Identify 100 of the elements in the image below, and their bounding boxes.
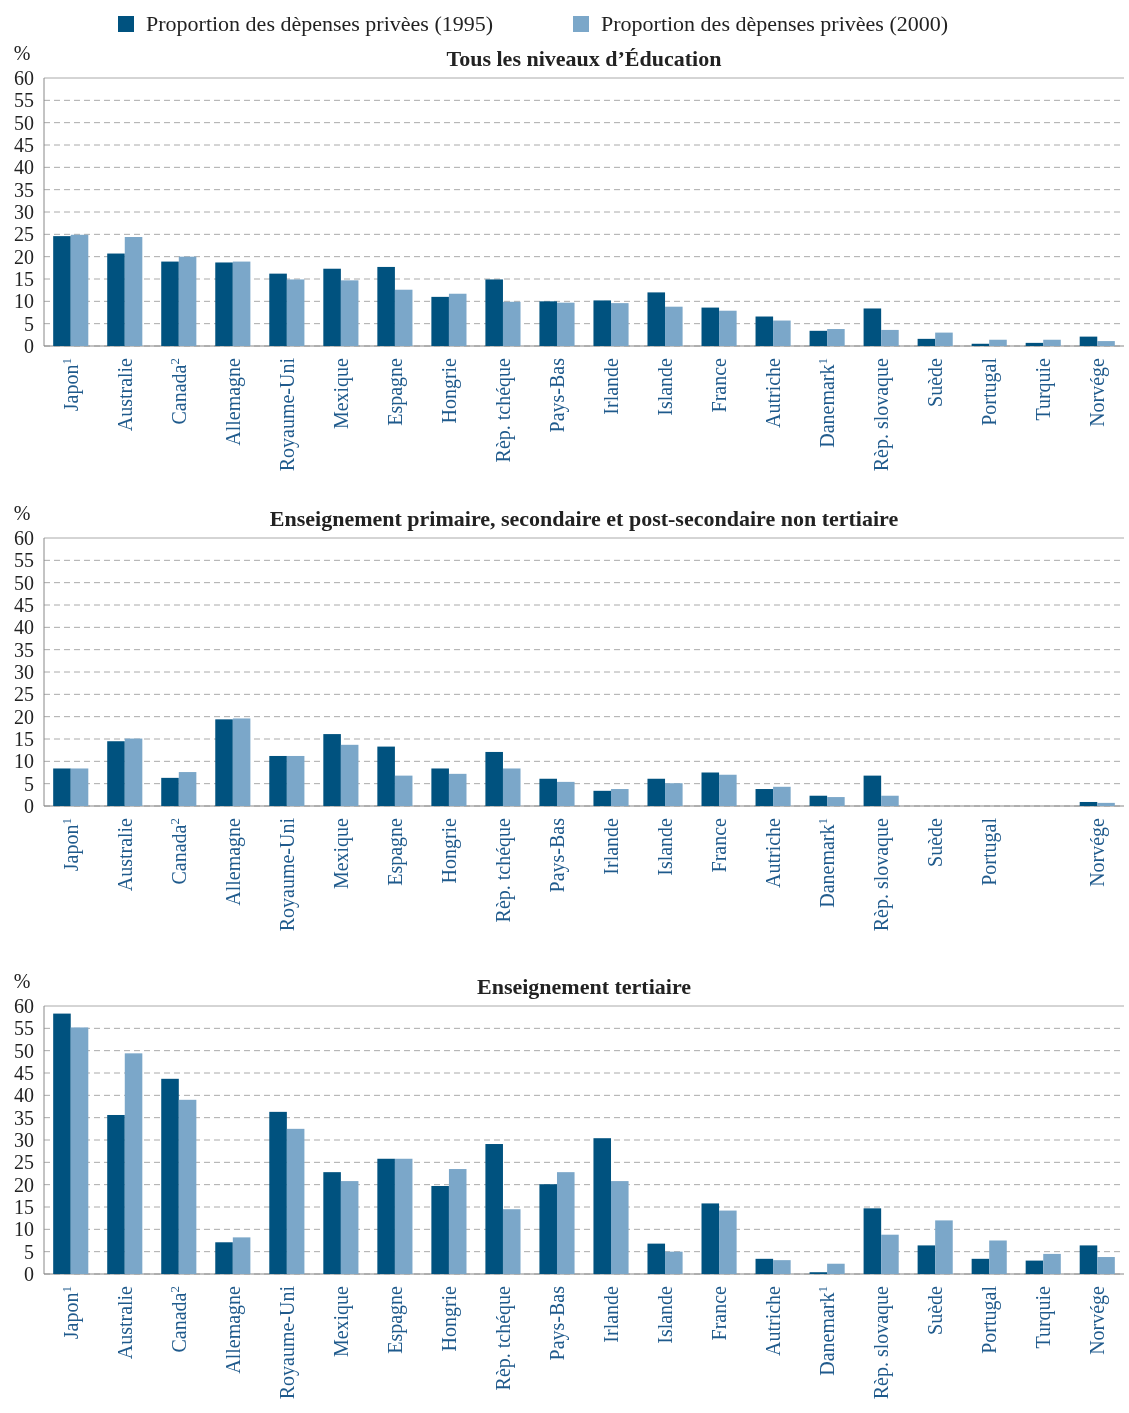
bar xyxy=(701,772,720,806)
bar xyxy=(1043,339,1061,346)
bar xyxy=(232,261,251,346)
x-tick-label: Australie xyxy=(113,357,136,432)
bar xyxy=(665,783,683,806)
y-tick-label: 60 xyxy=(14,67,34,89)
bar xyxy=(755,316,774,346)
bar xyxy=(719,310,737,346)
x-tick-label: Autriche xyxy=(762,817,785,888)
bar xyxy=(881,795,899,806)
y-tick-label: 30 xyxy=(14,661,34,683)
chart-title: Enseignement primaire, secondaire et post-secondaire non tertiaire xyxy=(269,506,899,531)
bar xyxy=(323,734,341,806)
y-tick-label: 20 xyxy=(14,705,34,728)
legend-label: Proportion des dèpenses privèes (1995) xyxy=(146,11,494,36)
y-tick-label: 40 xyxy=(14,1084,34,1107)
x-tick-label: Suède xyxy=(924,817,947,867)
x-tick-label: Autriche xyxy=(762,357,785,428)
bar xyxy=(971,1258,990,1274)
bar xyxy=(394,1158,413,1274)
bar xyxy=(340,744,359,806)
x-tick-label: Rèp. slovaque xyxy=(870,1285,894,1400)
x-tick-label: Rèp. slovaque xyxy=(870,357,894,472)
bar xyxy=(286,1128,305,1274)
x-tick-label: Irlande xyxy=(600,357,623,415)
bar xyxy=(70,1027,89,1274)
y-tick-label: 0 xyxy=(24,795,34,817)
bar xyxy=(719,774,737,806)
bar xyxy=(556,302,575,346)
bar xyxy=(611,789,629,806)
x-tick-label: Pays-Bas xyxy=(545,1285,569,1361)
x-tick-label: Mexique xyxy=(329,817,353,890)
bar xyxy=(665,306,683,346)
y-tick-label: 5 xyxy=(24,312,34,335)
bar xyxy=(323,268,341,346)
bar xyxy=(431,1186,449,1274)
bar xyxy=(286,755,305,806)
x-tick-label: Hongrie xyxy=(437,1285,461,1352)
bar xyxy=(107,1114,125,1274)
y-tick-label: 5 xyxy=(24,772,34,795)
bar xyxy=(377,746,395,806)
y-axis-title: % xyxy=(13,970,31,992)
bar xyxy=(448,773,467,806)
y-tick-label: 45 xyxy=(14,1062,34,1084)
bar xyxy=(917,338,936,346)
y-tick-label: 45 xyxy=(14,134,34,156)
bar xyxy=(827,797,845,806)
x-tick-label: Irlande xyxy=(600,1285,623,1343)
bar xyxy=(773,1260,791,1274)
y-tick-label: 25 xyxy=(14,223,34,246)
bar xyxy=(269,1111,287,1274)
bar xyxy=(1097,1257,1115,1274)
chart-title: Tous les niveaux d’Éducation xyxy=(446,46,722,71)
bar xyxy=(394,775,413,806)
bar xyxy=(178,772,197,806)
y-tick-label: 40 xyxy=(14,616,34,639)
bar xyxy=(881,1234,899,1274)
bar xyxy=(1097,341,1115,346)
bar xyxy=(935,332,953,346)
chart-title: Enseignement tertiaire xyxy=(476,974,692,999)
x-tick-label: Pays-Bas xyxy=(545,357,569,433)
bar xyxy=(881,329,899,346)
bar xyxy=(665,1251,683,1274)
bar xyxy=(53,768,71,806)
bar xyxy=(647,1243,666,1274)
bar xyxy=(935,1220,953,1274)
bar xyxy=(431,768,449,806)
bar xyxy=(809,330,828,346)
bar xyxy=(827,329,845,346)
bar xyxy=(161,777,179,806)
x-tick-label: France xyxy=(708,1285,731,1341)
x-tick-label: Norvége xyxy=(1086,817,1110,887)
x-tick-label: Rèp. tchéque xyxy=(491,357,515,463)
bar xyxy=(377,1158,395,1274)
x-tick-label: Pays-Bas xyxy=(545,817,569,893)
bar xyxy=(215,1242,233,1274)
x-tick-label: Royaume-Uni xyxy=(275,1285,299,1400)
x-tick-label: Rèp. slovaque xyxy=(870,817,894,932)
x-tick-label: France xyxy=(708,817,731,873)
bar xyxy=(448,293,467,346)
y-tick-label: 40 xyxy=(14,156,34,179)
bar xyxy=(539,778,557,806)
bar xyxy=(124,738,143,806)
bar xyxy=(863,775,882,806)
bar xyxy=(647,292,666,346)
bar xyxy=(448,1169,467,1274)
bar xyxy=(178,256,197,346)
x-tick-label: Espagne xyxy=(383,1285,407,1354)
x-tick-label: Autriche xyxy=(762,1285,785,1356)
bar xyxy=(70,768,89,806)
y-tick-label: 55 xyxy=(14,89,34,112)
bar xyxy=(485,279,503,346)
x-tick-label: Royaume-Uni xyxy=(275,357,299,472)
x-tick-label: Espagne xyxy=(383,817,407,886)
bar xyxy=(1079,801,1098,806)
bar xyxy=(1025,1260,1044,1274)
bar xyxy=(53,1013,71,1274)
y-tick-label: 10 xyxy=(14,1218,34,1241)
y-tick-label: 20 xyxy=(14,1173,34,1196)
y-tick-label: 60 xyxy=(14,995,34,1017)
